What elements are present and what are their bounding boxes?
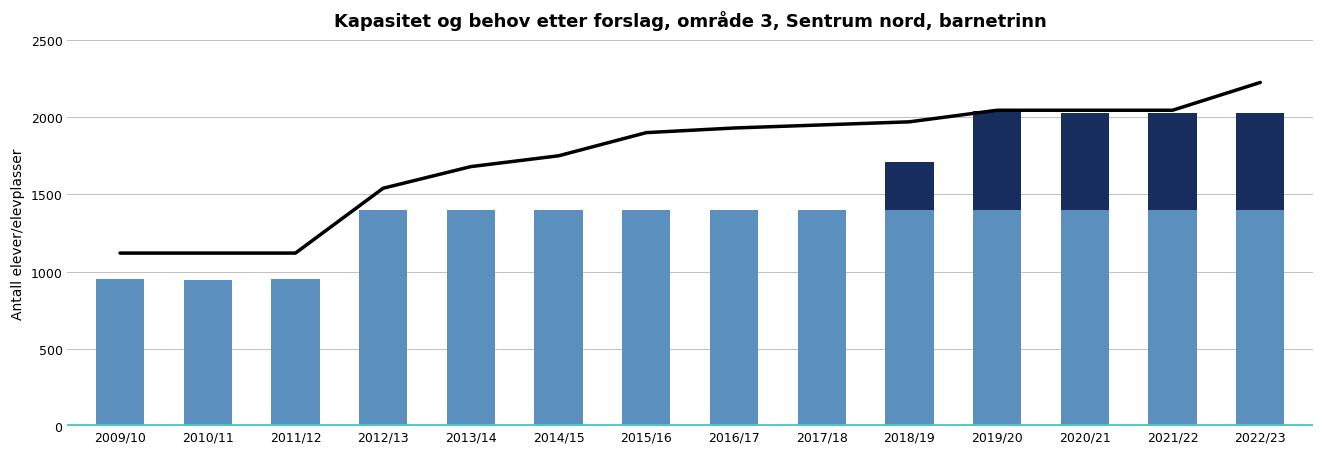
Bar: [622, 210, 670, 426]
Bar: [1237, 113, 1284, 210]
Bar: [446, 210, 495, 426]
Bar: [184, 280, 232, 426]
Bar: [271, 280, 319, 426]
Bar: [1061, 113, 1110, 210]
Bar: [535, 210, 583, 426]
Bar: [359, 210, 408, 426]
Y-axis label: Antall elever/elevplasser: Antall elever/elevplasser: [11, 148, 25, 319]
Bar: [1061, 210, 1110, 426]
Bar: [886, 210, 933, 426]
Bar: [886, 162, 933, 210]
Bar: [1148, 113, 1197, 210]
Bar: [1237, 210, 1284, 426]
Title: Kapasitet og behov etter forslag, område 3, Sentrum nord, barnetrinn: Kapasitet og behov etter forslag, område…: [334, 11, 1046, 31]
Bar: [1148, 210, 1197, 426]
Bar: [973, 112, 1021, 210]
Bar: [710, 210, 759, 426]
Bar: [973, 210, 1021, 426]
Bar: [95, 280, 144, 426]
Bar: [797, 210, 846, 426]
